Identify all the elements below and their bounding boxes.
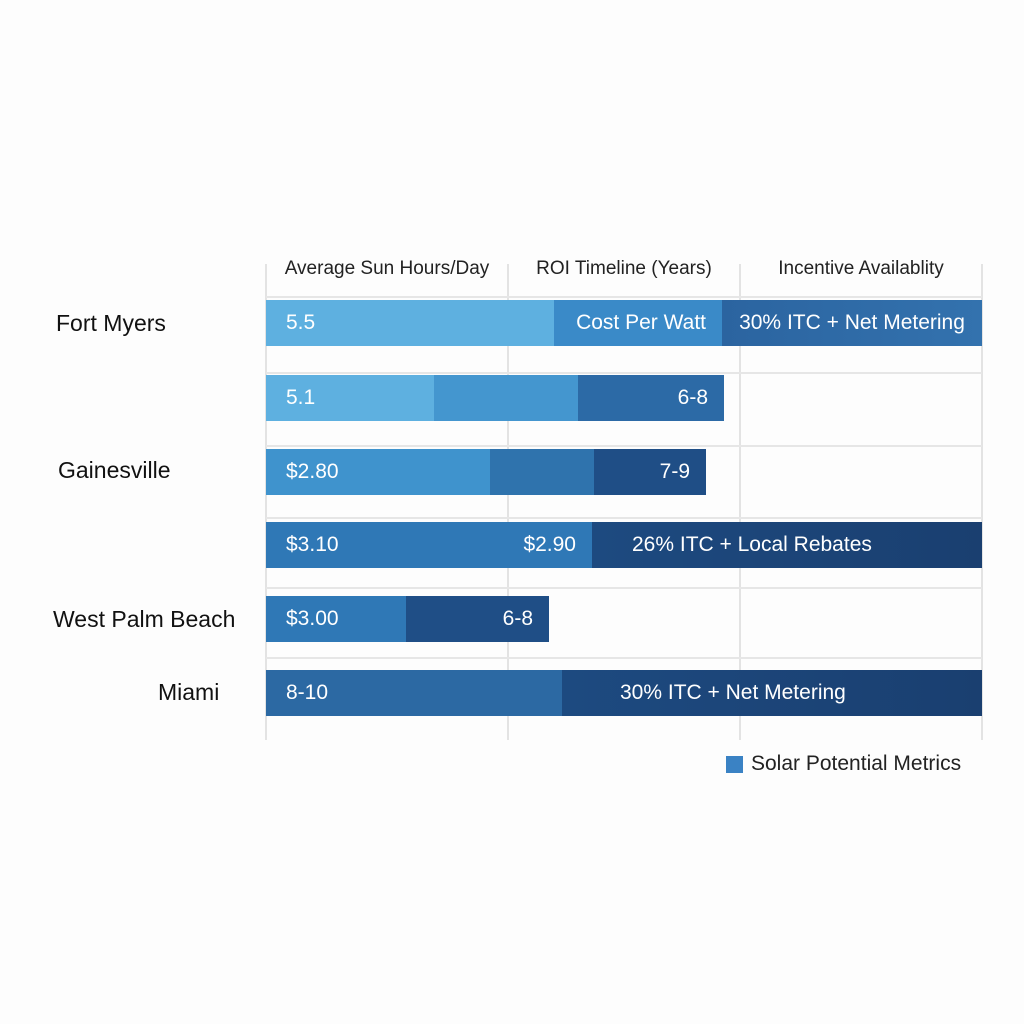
row-label-west-palm-beach: West Palm Beach	[53, 606, 236, 632]
bar-segment	[434, 375, 578, 421]
grid-line-vertical	[981, 264, 983, 740]
bar-row-3[interactable]: $2.80 7-9	[266, 449, 706, 495]
bar-segment: 26% ITC + Local Rebates	[592, 522, 982, 568]
column-header-roi-timeline: ROI Timeline (Years)	[536, 258, 712, 279]
segment-label: 5.5	[286, 311, 316, 334]
segment-label: $2.90	[523, 533, 576, 556]
grid-line-horizontal	[266, 296, 982, 298]
bar-row-1[interactable]: 5.5 Cost Per Watt 30% ITC + Net Metering	[266, 300, 982, 346]
grid-line-horizontal	[266, 657, 982, 659]
bar-segment: 6-8	[406, 596, 549, 642]
segment-label: $2.80	[286, 460, 339, 483]
bar-segment: $3.10	[266, 522, 502, 568]
segment-label: 7-9	[659, 460, 690, 483]
bar-row-2[interactable]: 5.1 6-8	[266, 375, 724, 421]
bar-segment: $2.90	[502, 522, 592, 568]
row-label-fort-myers: Fort Myers	[56, 310, 166, 336]
grid-line-vertical	[265, 264, 267, 740]
grid-line-vertical	[739, 264, 741, 740]
bar-row-5[interactable]: $3.00 6-8	[266, 596, 549, 642]
segment-label: Cost Per Watt	[576, 311, 706, 334]
grid-line-vertical	[507, 264, 509, 740]
segment-label: $3.00	[286, 607, 339, 630]
grid-line-horizontal	[266, 445, 982, 447]
grid-line-horizontal	[266, 372, 982, 374]
segment-label: 8-10	[286, 681, 329, 704]
segment-label: 26% ITC + Local Rebates	[632, 533, 872, 556]
bar-segment: 5.1	[266, 375, 434, 421]
column-header-sun-hours: Average Sun Hours/Day	[284, 258, 490, 279]
legend-swatch	[726, 755, 743, 773]
bar-segment: $2.80	[266, 449, 490, 495]
grid-line-horizontal	[266, 587, 982, 589]
bar-segment: 8-10	[266, 670, 562, 716]
bar-segment: 30% ITC + Net Metering	[722, 300, 982, 346]
segment-label: 30% ITC + Net Metering	[620, 681, 846, 704]
bar-segment: 5.5	[266, 300, 554, 346]
segment-label: $3.10	[286, 533, 339, 556]
bar-row-4[interactable]: $3.10 $2.90 26% ITC + Local Rebates	[266, 522, 982, 568]
bar-segment: $3.00	[266, 596, 406, 642]
bar-row-6[interactable]: 8-10 30% ITC + Net Metering	[266, 670, 982, 716]
segment-label: 6-8	[502, 607, 533, 630]
column-header-incentive: Incentive Availablity	[778, 258, 944, 279]
row-label-miami: Miami	[158, 679, 220, 705]
bar-segment: 7-9	[594, 449, 706, 495]
segment-label: 5.1	[286, 386, 316, 409]
grid-line-horizontal	[266, 517, 982, 519]
legend: Solar Potential Metrics	[726, 752, 961, 776]
bar-segment: 30% ITC + Net Metering	[562, 670, 982, 716]
bar-segment	[490, 449, 594, 495]
bar-segment: 6-8	[578, 375, 724, 421]
row-label-gainesville: Gainesville	[58, 457, 171, 483]
segment-label: 6-8	[677, 386, 708, 409]
legend-label: Solar Potential Metrics	[751, 752, 962, 775]
segment-label: 30% ITC + Net Metering	[739, 311, 965, 334]
bar-segment: Cost Per Watt	[554, 300, 722, 346]
